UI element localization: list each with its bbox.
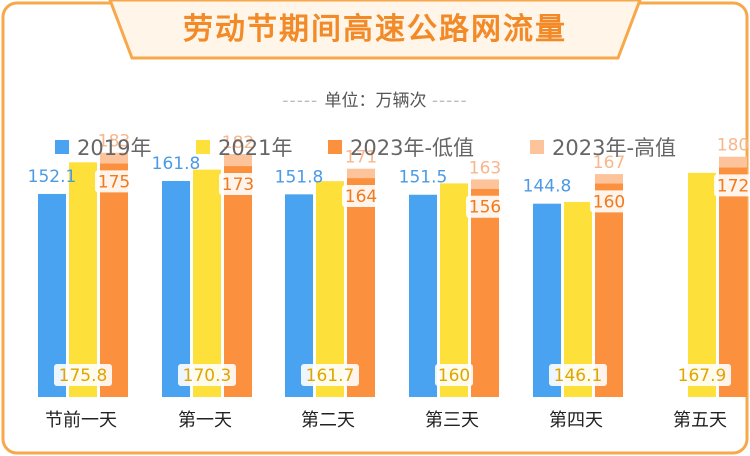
label-2023-low-box-5 [714, 174, 750, 197]
label-2021-box-0 [54, 364, 112, 386]
label-2023-high-3: 163 [469, 158, 501, 178]
label-2021-box-3 [435, 364, 473, 386]
bar-2023-high-2 [347, 168, 375, 179]
bar-2023-high-4 [595, 174, 623, 184]
label-2021-4: 146.1 [554, 366, 603, 386]
bar-2021-1 [193, 169, 221, 397]
bar-2023-low-4 [595, 183, 623, 397]
label-2019-3: 151.5 [399, 168, 448, 188]
label-2023-low-5: 172 [717, 176, 749, 196]
category-label-0: 节前一天 [45, 410, 117, 431]
legend-label-2023-low: 2023年-低值 [350, 136, 475, 160]
label-2023-low-4: 160 [593, 192, 625, 212]
label-2021-2: 161.7 [306, 366, 355, 386]
label-2019-2: 151.8 [275, 167, 324, 187]
legend-item-2023-high: 2023年-高值 [530, 132, 676, 162]
legend-item-2023-low: 2023年-低值 [328, 132, 474, 162]
legend-swatch-2023-high [530, 140, 544, 154]
label-2019-0: 152.1 [28, 167, 77, 187]
bar-2023-low-0 [100, 163, 128, 397]
legend: 2019年 2021年 2023年-低值 2023年-高值 [0, 132, 750, 162]
bar-2023-high-1 [224, 154, 252, 167]
category-label-2: 第二天 [301, 410, 355, 431]
bar-2023-high-3 [471, 179, 499, 189]
label-2023-low-box-3 [466, 195, 504, 218]
label-2023-low-box-0 [95, 170, 133, 193]
bar-2023-low-1 [224, 166, 252, 397]
legend-label-2023-high: 2023年-高值 [552, 136, 677, 160]
label-2023-low-2: 164 [345, 187, 377, 207]
label-2023-high-1: 182 [222, 133, 254, 153]
bar-2023-high-0 [100, 152, 128, 164]
label-2021-box-1 [178, 364, 236, 386]
chart-title: 劳动节期间高速公路网流量 [183, 12, 567, 47]
bar-2019-2 [285, 194, 313, 397]
legend-label-2019: 2019年 [77, 136, 152, 160]
bar-2021-5 [688, 172, 716, 397]
label-2023-low-0: 175 [98, 172, 130, 192]
bar-2021-2 [316, 181, 344, 397]
category-label-4: 第四天 [549, 410, 603, 431]
category-label-1: 第一天 [178, 410, 232, 431]
label-2023-low-box-4 [590, 190, 628, 213]
bar-2021-3 [440, 183, 468, 397]
category-label-5: 第五天 [673, 410, 727, 431]
legend-item-2021: 2021年 [196, 132, 292, 162]
legend-swatch-2019 [55, 140, 69, 154]
label-2019-4: 144.8 [523, 177, 572, 197]
unit-dash-left-icon: ----- [282, 91, 325, 111]
legend-label-2021: 2021年 [218, 136, 293, 160]
bar-2021-0 [69, 162, 97, 397]
label-2023-high-2: 171 [345, 148, 377, 168]
bar-2019-1 [162, 180, 190, 397]
label-2023-low-box-2 [342, 185, 380, 208]
label-2021-box-2 [301, 364, 359, 386]
bar-2023-high-5 [719, 156, 747, 168]
unit-label-row: ----- 单位：万辆次 ----- [0, 86, 750, 111]
unit-dash-right-icon: ----- [431, 91, 468, 111]
label-2023-low-1: 173 [222, 175, 254, 195]
bar-2023-low-5 [719, 167, 747, 397]
bar-2019-3 [409, 194, 437, 397]
label-2021-box-5 [673, 364, 731, 386]
label-2021-5: 167.9 [678, 366, 727, 386]
label-2023-high-0: 183 [98, 132, 130, 152]
label-2023-low-3: 156 [469, 198, 501, 218]
label-2021-1: 170.3 [183, 366, 232, 386]
label-2021-0: 175.8 [59, 366, 108, 386]
bar-2019-0 [38, 193, 66, 397]
title-banner [108, 0, 642, 60]
label-2023-high-4: 167 [593, 153, 625, 173]
legend-swatch-2021 [196, 140, 210, 154]
unit-label: 单位：万辆次 [324, 91, 427, 111]
category-label-3: 第三天 [425, 410, 479, 431]
bar-2023-low-2 [347, 178, 375, 397]
label-2021-box-4 [549, 364, 607, 386]
label-2021-3: 160 [438, 366, 470, 386]
label-2023-high-5: 180 [717, 136, 749, 156]
label-2023-low-box-1 [219, 173, 257, 196]
legend-item-2019: 2019年 [55, 132, 151, 162]
bar-2023-low-3 [471, 188, 499, 397]
legend-swatch-2023-low [328, 140, 342, 154]
label-2019-1: 161.8 [152, 154, 201, 174]
